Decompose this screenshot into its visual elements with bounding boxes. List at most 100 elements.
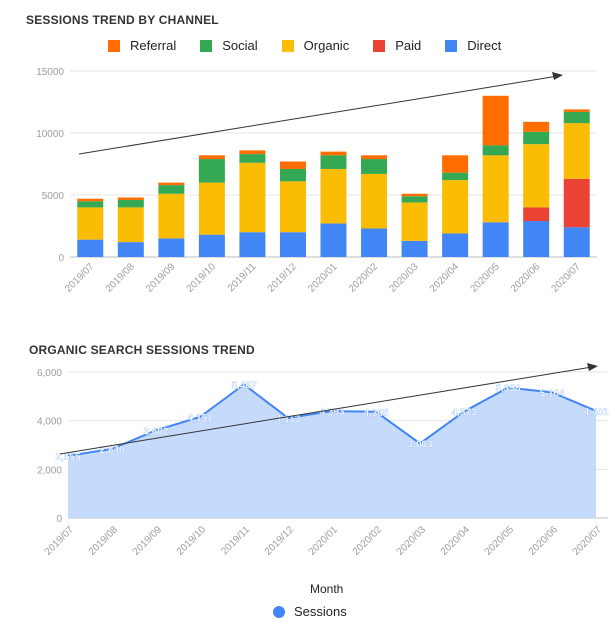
bar-paid <box>523 207 550 222</box>
data-label: 4,365 <box>363 408 388 419</box>
chart2-x-tick: 2019/12 <box>263 524 297 558</box>
chart1-legend: Referral Social Organic Paid Direct <box>108 38 525 53</box>
bar-referral <box>563 109 590 112</box>
bar-social <box>563 111 590 124</box>
bar-direct <box>361 228 388 257</box>
bar-organic <box>198 182 225 235</box>
bar-direct <box>320 223 347 257</box>
chart2-x-tick: 2019/09 <box>131 524 165 558</box>
bar-social <box>279 168 306 182</box>
data-label: 2,555 <box>55 452 80 463</box>
bar-organic <box>279 181 306 233</box>
bar-social <box>361 159 388 174</box>
bar-referral <box>320 151 347 156</box>
bar-direct <box>279 232 306 257</box>
data-label: 2,840 <box>99 445 124 456</box>
data-label: 4,113 <box>276 414 301 425</box>
chart2-x-tick: 2020/07 <box>571 524 605 558</box>
chart1-title: SESSIONS TREND BY CHANNEL <box>26 13 219 27</box>
trend-line-2 <box>59 366 593 455</box>
bar-referral <box>442 155 469 173</box>
bar-social <box>523 131 550 145</box>
legend-swatch-social <box>200 39 213 52</box>
bar-direct <box>563 227 590 257</box>
bar-social <box>442 172 469 181</box>
legend-item-organic[interactable]: Organic <box>281 38 349 53</box>
chart2-x-tick: 2020/03 <box>395 524 429 558</box>
legend-swatch-paid <box>373 39 386 52</box>
legend-label-sessions: Sessions <box>294 604 347 619</box>
bar-direct <box>198 234 225 257</box>
bar-organic <box>77 207 104 240</box>
chart2-y-tick: 4,000 <box>37 417 62 428</box>
bar-referral <box>239 150 266 155</box>
data-label: 5,487 <box>231 380 256 391</box>
bar-referral <box>158 182 185 186</box>
legend-swatch-organic <box>281 39 294 52</box>
chart2-x-tick: 2020/06 <box>527 524 561 558</box>
chart2-x-tick: 2019/08 <box>87 524 121 558</box>
bar-organic <box>442 180 469 234</box>
sessions-line <box>67 383 597 457</box>
data-label: 3,602 <box>143 426 168 437</box>
legend-dot-sessions <box>273 605 285 618</box>
bar-direct <box>158 238 185 257</box>
bar-organic <box>401 202 428 241</box>
bar-direct <box>401 240 428 257</box>
bar-referral <box>117 197 144 200</box>
legend-item-social[interactable]: Social <box>200 38 258 53</box>
chart1-y-tick: 15000 <box>36 67 64 78</box>
bar-organic <box>158 193 185 239</box>
legend-label-direct: Direct <box>467 38 502 53</box>
bar-direct <box>482 222 509 257</box>
chart2-y-tick: 6,000 <box>37 368 62 379</box>
bar-direct <box>239 232 266 257</box>
chart2-x-tick: 2019/10 <box>175 524 209 558</box>
bar-referral <box>523 121 550 132</box>
legend-item-direct[interactable]: Direct <box>445 38 501 53</box>
chart2-legend[interactable]: Sessions <box>273 604 347 619</box>
bar-organic <box>361 173 388 229</box>
data-label: 5,164 <box>539 388 564 399</box>
bar-referral <box>77 198 104 202</box>
sessions-area <box>68 384 596 518</box>
bar-referral <box>361 155 388 160</box>
chart2-x-tick: 2019/07 <box>43 524 77 558</box>
legend-label-referral: Referral <box>130 38 177 53</box>
legend-item-referral[interactable]: Referral <box>108 38 176 53</box>
bar-social <box>198 159 225 183</box>
bar-social <box>239 154 266 163</box>
data-label: 3,063 <box>407 439 432 450</box>
bar-social <box>77 201 104 208</box>
data-label: 4,373 <box>451 408 476 419</box>
chart2-x-tick: 2019/11 <box>219 524 252 557</box>
bar-organic <box>320 168 347 224</box>
chart2-x-tick: 2020/01 <box>307 524 341 558</box>
bar-referral <box>198 155 225 160</box>
data-label: 4,151 <box>187 413 212 424</box>
bar-direct <box>77 239 104 257</box>
bar-organic <box>523 144 550 208</box>
chart1-y-tick: 0 <box>58 253 64 264</box>
chart1-y-tick: 10000 <box>36 129 64 140</box>
bar-direct <box>523 221 550 257</box>
bar-referral <box>279 161 306 169</box>
bar-social <box>401 196 428 203</box>
chart1-y-tick: 5000 <box>42 191 65 202</box>
bar-social <box>158 185 185 194</box>
bar-organic <box>239 162 266 233</box>
trend-arrowhead-2 <box>587 363 598 371</box>
bar-referral <box>401 193 428 197</box>
bar-organic <box>117 207 144 243</box>
bar-direct <box>117 242 144 257</box>
chart2-x-tick: 2020/05 <box>483 524 517 558</box>
bar-organic <box>563 123 590 179</box>
bar-social <box>482 145 509 156</box>
chart2-x-tick: 2020/02 <box>351 524 385 558</box>
legend-label-social: Social <box>222 38 258 53</box>
chart2-y-tick: 2,000 <box>37 465 62 476</box>
legend-item-paid[interactable]: Paid <box>373 38 421 53</box>
data-label: 5,358 <box>495 384 520 395</box>
